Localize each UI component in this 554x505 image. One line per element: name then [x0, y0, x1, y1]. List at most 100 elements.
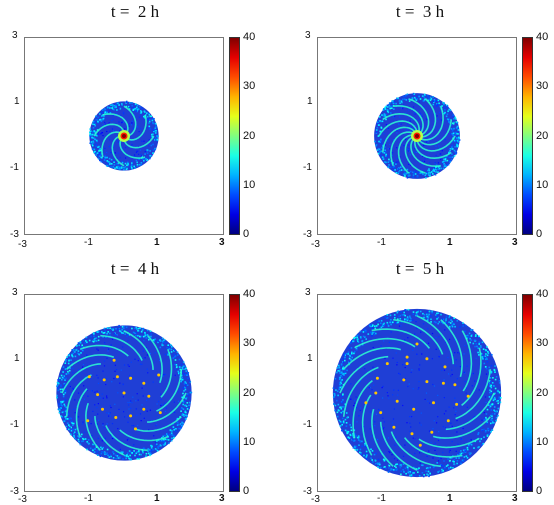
- hot-spot: [395, 399, 399, 403]
- ring-speckle: [173, 428, 175, 431]
- ring-speckle: [383, 459, 386, 462]
- ring-speckle: [395, 172, 398, 174]
- noise-speckle: [373, 384, 375, 386]
- ring-speckle: [438, 321, 441, 323]
- ring-speckle: [402, 469, 404, 471]
- ring-speckle: [440, 167, 443, 170]
- noise-speckle: [120, 115, 122, 117]
- ring-speckle: [188, 407, 190, 409]
- ring-speckle: [426, 315, 429, 318]
- x-tick-label: -3: [18, 494, 27, 505]
- ring-speckle: [170, 430, 173, 432]
- ring-speckle: [441, 161, 444, 163]
- ring-speckle: [435, 100, 438, 102]
- ring-speckle: [487, 429, 490, 432]
- ring-speckle: [342, 393, 344, 395]
- ring-speckle: [60, 374, 63, 377]
- ring-speckle: [90, 335, 92, 338]
- ring-speckle: [419, 98, 422, 100]
- ring-speckle: [337, 386, 340, 389]
- ring-speckle: [136, 108, 139, 111]
- ring-speckle: [490, 396, 492, 398]
- noise-speckle: [129, 374, 131, 376]
- ring-speckle: [72, 424, 74, 426]
- noise-speckle: [468, 411, 470, 413]
- ring-speckle: [413, 171, 415, 173]
- hot-spot: [112, 358, 116, 362]
- ring-speckle: [490, 403, 493, 406]
- ring-speckle: [481, 356, 484, 358]
- ring-speckle: [435, 104, 438, 106]
- ring-speckle: [417, 471, 419, 473]
- ring-speckle: [149, 150, 151, 152]
- ring-speckle: [357, 437, 360, 440]
- ring-speckle: [445, 317, 447, 320]
- ring-speckle: [406, 177, 409, 179]
- spiral-arm: [100, 334, 143, 361]
- ring-speckle: [452, 114, 455, 116]
- ring-speckle: [418, 467, 420, 469]
- noise-speckle: [406, 129, 408, 131]
- noise-speckle: [123, 411, 125, 413]
- ring-speckle: [81, 433, 83, 436]
- ring-speckle: [152, 133, 154, 135]
- ring-speckle: [353, 440, 355, 442]
- core-peak: [415, 134, 419, 138]
- ring-speckle: [382, 325, 384, 327]
- ring-speckle: [338, 382, 341, 384]
- ring-speckle: [152, 449, 154, 451]
- y-tick-label: 1: [14, 96, 20, 107]
- ring-speckle: [121, 104, 123, 106]
- ring-speckle: [70, 426, 72, 429]
- ring-speckle: [434, 168, 437, 170]
- x-tick-label: 1: [154, 237, 160, 248]
- colorbar-tick-label: 30: [243, 337, 256, 349]
- ring-speckle: [427, 174, 430, 176]
- colorbar-tick-label: 20: [536, 387, 549, 399]
- ring-speckle: [343, 372, 345, 375]
- noise-speckle: [390, 331, 392, 333]
- ring-speckle: [148, 125, 151, 128]
- ring-speckle: [405, 472, 407, 475]
- ring-speckle: [469, 337, 471, 340]
- ring-speckle: [89, 128, 91, 130]
- noise-speckle: [454, 397, 456, 399]
- y-tick-label: -3: [10, 229, 19, 240]
- noise-speckle: [110, 406, 112, 409]
- noise-speckle: [110, 344, 112, 346]
- ring-speckle: [462, 460, 465, 462]
- ring-speckle: [446, 105, 449, 107]
- ring-speckle: [409, 316, 411, 319]
- noise-speckle: [409, 126, 411, 128]
- ring-speckle: [77, 350, 80, 352]
- ring-speckle: [415, 99, 418, 101]
- ring-speckle: [151, 118, 154, 120]
- ring-speckle: [184, 417, 187, 420]
- noise-speckle: [106, 412, 108, 414]
- ring-speckle: [497, 389, 499, 392]
- noise-speckle: [418, 381, 420, 383]
- noise-speckle: [440, 119, 442, 121]
- noise-speckle: [485, 401, 487, 404]
- noise-speckle: [125, 146, 127, 149]
- noise-speckle: [412, 437, 414, 439]
- ring-speckle: [443, 460, 445, 462]
- ring-speckle: [458, 139, 461, 141]
- ring-speckle: [60, 400, 62, 403]
- ring-speckle: [346, 369, 348, 372]
- x-tick-label: 3: [512, 237, 518, 248]
- ring-speckle: [442, 162, 444, 164]
- noise-speckle: [135, 151, 138, 154]
- ring-speckle: [172, 434, 175, 437]
- ring-speckle: [456, 144, 458, 146]
- ring-speckle: [362, 335, 365, 338]
- noise-speckle: [110, 149, 113, 151]
- ring-speckle: [115, 327, 117, 330]
- ring-speckle: [127, 455, 129, 458]
- ring-speckle: [56, 394, 58, 397]
- ring-speckle: [147, 112, 150, 115]
- noise-speckle: [433, 385, 436, 387]
- ring-speckle: [455, 153, 457, 155]
- ring-speckle: [459, 461, 462, 463]
- ring-speckle: [377, 121, 380, 123]
